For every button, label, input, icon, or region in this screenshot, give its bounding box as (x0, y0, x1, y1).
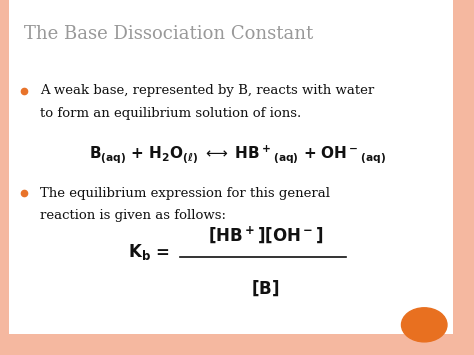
Text: $\mathbf{B}$$\mathbf{_{(aq)}}$ $\mathbf{+}$ $\mathbf{H_2O}$$\mathbf{_{(\ell)}}$ : $\mathbf{B}$$\mathbf{_{(aq)}}$ $\mathbf{… (89, 143, 385, 165)
Text: The Base Dissociation Constant: The Base Dissociation Constant (24, 25, 313, 43)
FancyBboxPatch shape (0, 334, 474, 355)
Text: to form an equilibrium solution of ions.: to form an equilibrium solution of ions. (40, 106, 301, 120)
FancyBboxPatch shape (0, 0, 9, 355)
FancyBboxPatch shape (453, 0, 474, 355)
Text: $\mathbf{K_b}$ =: $\mathbf{K_b}$ = (128, 242, 170, 262)
Text: $\mathbf{[B]}$: $\mathbf{[B]}$ (251, 279, 280, 298)
Text: reaction is given as follows:: reaction is given as follows: (40, 209, 226, 223)
Text: A weak base, represented by B, reacts with water: A weak base, represented by B, reacts wi… (40, 84, 374, 98)
Text: $\mathbf{[HB^+][OH^-]}$: $\mathbf{[HB^+][OH^-]}$ (208, 224, 323, 245)
Text: The equilibrium expression for this general: The equilibrium expression for this gene… (40, 187, 330, 201)
Circle shape (401, 308, 447, 342)
